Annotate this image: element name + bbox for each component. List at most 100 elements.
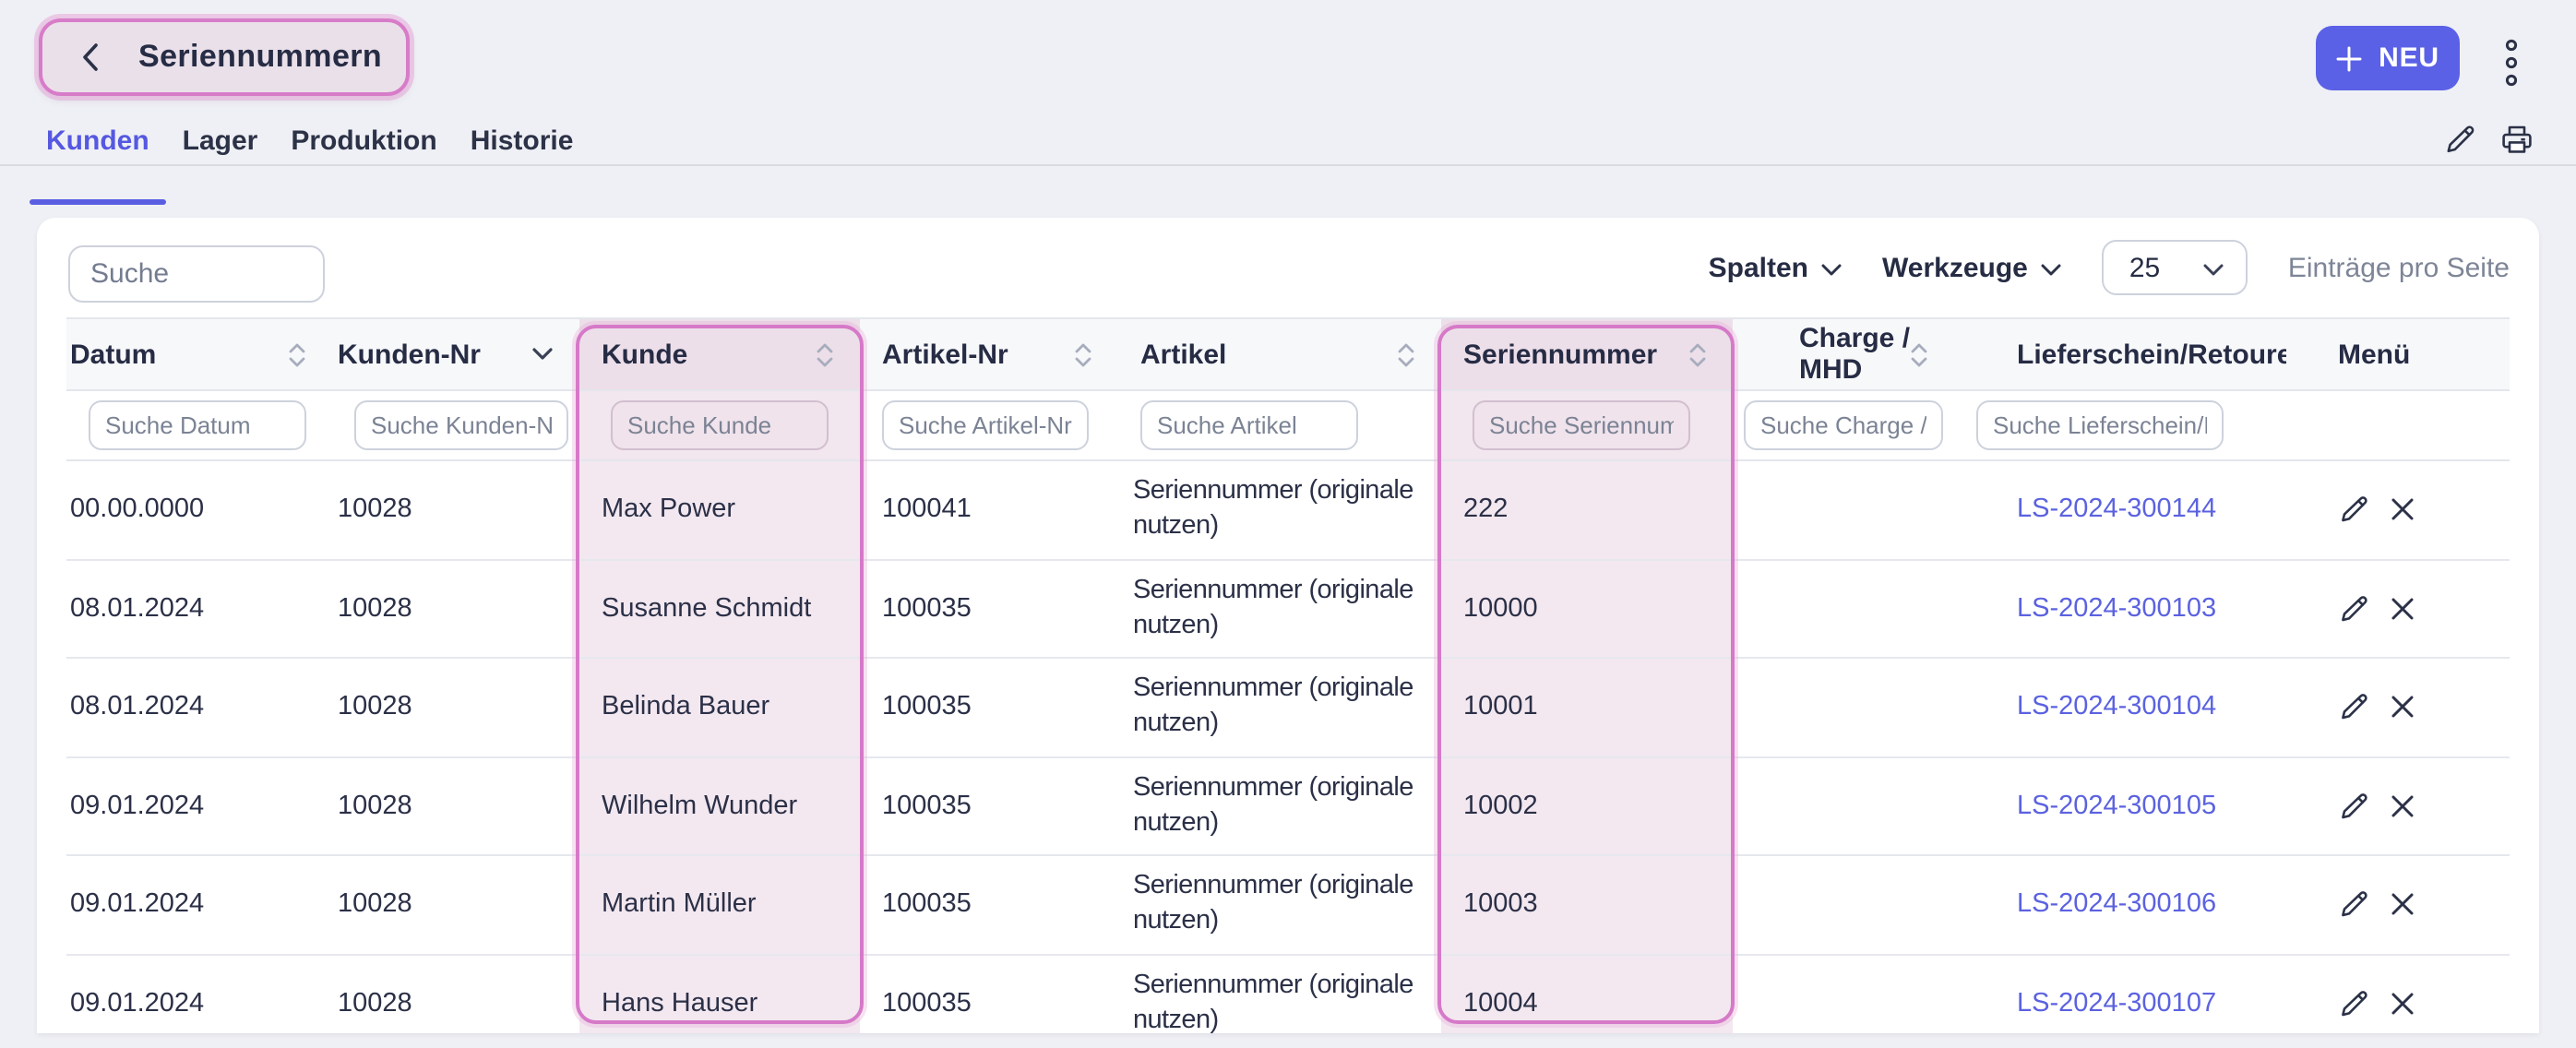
row-delete-icon[interactable] [2386,889,2417,921]
chevron-down-icon [2041,252,2061,283]
cell-artikel: Seriennummer (originale nutzen) [1118,856,1441,955]
filter-cell-lieferschein [1954,391,2286,461]
cell-seriennummer: 222 [1441,461,1733,560]
table-head: Datum Kunden-Nr KundeArtikel-NrArtikel Seri… [66,317,2510,461]
table-card: Spalten Werkzeuge 25 Einträge pro Seite … [37,218,2539,1033]
cell-kunden_nr: 10028 [332,659,579,757]
column-header-lieferschein[interactable]: Lieferschein/Retoure [1954,317,2286,391]
column-label-datum: Datum [70,339,156,370]
filter-charge-input[interactable] [1744,400,1944,450]
column-header-menu: Menü [2286,317,2510,391]
lieferschein-link[interactable]: LS-2024-300104 [2017,693,2216,722]
filter-artikel-input[interactable] [1140,400,1358,450]
column-header-charge[interactable]: Charge / MHD [1733,317,1954,391]
cell-kunde: Martin Müller [579,856,860,955]
filter-kunden_nr-input[interactable] [354,400,568,450]
cell-menu [2286,955,2510,1033]
row-edit-icon[interactable] [2338,692,2369,723]
cell-datum: 00.00.0000 [66,461,332,560]
cell-charge [1733,560,1954,659]
column-header-kunden_nr[interactable]: Kunden-Nr [332,317,579,391]
row-delete-icon[interactable] [2386,988,2417,1019]
sort-icon[interactable] [816,340,834,368]
row-edit-icon[interactable] [2338,593,2369,625]
tab-lager[interactable]: Lager [166,122,275,166]
filter-row [66,391,2510,461]
tabs: KundenLagerProduktionHistorie [30,122,590,166]
spalten-dropdown[interactable]: Spalten [1709,252,1842,283]
cell-artikel_nr: 100035 [860,856,1118,955]
tab-produktion[interactable]: Produktion [274,122,453,166]
cell-datum: 08.01.2024 [66,659,332,757]
tab-kunden[interactable]: Kunden [30,122,166,166]
column-label-kunden_nr: Kunden-Nr [338,339,481,370]
row-actions [2338,593,2498,625]
cell-kunden_nr: 10028 [332,955,579,1033]
cell-artikel_nr: 100041 [860,461,1118,560]
row-edit-icon[interactable] [2338,889,2369,921]
row-actions [2338,494,2498,526]
edit-pencil-icon[interactable] [2443,122,2476,155]
sorted-desc-icon[interactable] [531,347,554,362]
lieferschein-link[interactable]: LS-2024-300144 [2017,495,2216,525]
cell-charge [1733,955,1954,1033]
sort-icon[interactable] [1910,340,1928,368]
filter-datum-input[interactable] [89,400,306,450]
tabs-divider [0,164,2576,166]
row-edit-icon[interactable] [2338,494,2369,526]
cell-seriennummer: 10003 [1441,856,1733,955]
filter-lieferschein-input[interactable] [1976,400,2224,450]
row-delete-icon[interactable] [2386,593,2417,625]
row-delete-icon[interactable] [2386,494,2417,526]
cell-menu [2286,560,2510,659]
sort-icon[interactable] [1688,340,1707,368]
sort-icon[interactable] [288,340,306,368]
neu-button[interactable]: NEU [2316,26,2460,90]
row-delete-icon[interactable] [2386,692,2417,723]
sort-icon[interactable] [1397,340,1415,368]
active-tab-underline [30,199,166,205]
print-icon[interactable] [2500,122,2534,155]
column-header-artikel[interactable]: Artikel [1118,317,1441,391]
row-edit-icon[interactable] [2338,791,2369,822]
cell-seriennummer: 10004 [1441,955,1733,1033]
row-actions [2338,889,2498,921]
column-header-datum[interactable]: Datum [66,317,332,391]
cell-artikel_nr: 100035 [860,757,1118,856]
lieferschein-link[interactable]: LS-2024-300105 [2017,792,2216,821]
lieferschein-link[interactable]: LS-2024-300103 [2017,594,2216,624]
cell-lieferschein: LS-2024-300105 [1954,757,2286,856]
global-search-input[interactable] [68,245,325,303]
row-delete-icon[interactable] [2386,791,2417,822]
filter-kunde-input[interactable] [611,400,829,450]
table-toolbar: Spalten Werkzeuge 25 Einträge pro Seite [66,218,2510,317]
cell-kunden_nr: 10028 [332,461,579,560]
column-header-artikel_nr[interactable]: Artikel-Nr [860,317,1118,391]
tab-historie[interactable]: Historie [454,122,590,166]
werkzeuge-dropdown[interactable]: Werkzeuge [1882,252,2061,283]
cell-artikel: Seriennummer (originale nutzen) [1118,757,1441,856]
lieferschein-link[interactable]: LS-2024-300106 [2017,890,2216,920]
cell-kunden_nr: 10028 [332,856,579,955]
filter-artikel_nr-input[interactable] [882,400,1089,450]
column-label-seriennummer: Seriennummer [1463,339,1657,370]
column-header-kunde[interactable]: Kunde [579,317,860,391]
back-icon[interactable] [74,41,107,74]
filter-cell-seriennummer [1441,391,1733,461]
kebab-menu-icon[interactable] [2495,37,2528,89]
cell-menu [2286,757,2510,856]
sort-icon[interactable] [1074,340,1092,368]
lieferschein-link[interactable]: LS-2024-300107 [2017,989,2216,1018]
table-row: 08.01.202410028Susanne Schmidt100035Seri… [66,560,2510,659]
neu-button-label: NEU [2379,42,2439,74]
cell-artikel: Seriennummer (originale nutzen) [1118,955,1441,1033]
filter-seriennummer-input[interactable] [1473,400,1690,450]
filter-cell-artikel [1118,391,1441,461]
cell-lieferschein: LS-2024-300106 [1954,856,2286,955]
cell-seriennummer: 10001 [1441,659,1733,757]
column-header-seriennummer[interactable]: Seriennummer [1441,317,1733,391]
page-size-select[interactable]: 25 [2102,240,2248,295]
row-edit-icon[interactable] [2338,988,2369,1019]
page-title-pill[interactable]: Seriennummern [39,18,410,96]
cell-kunde: Belinda Bauer [579,659,860,757]
